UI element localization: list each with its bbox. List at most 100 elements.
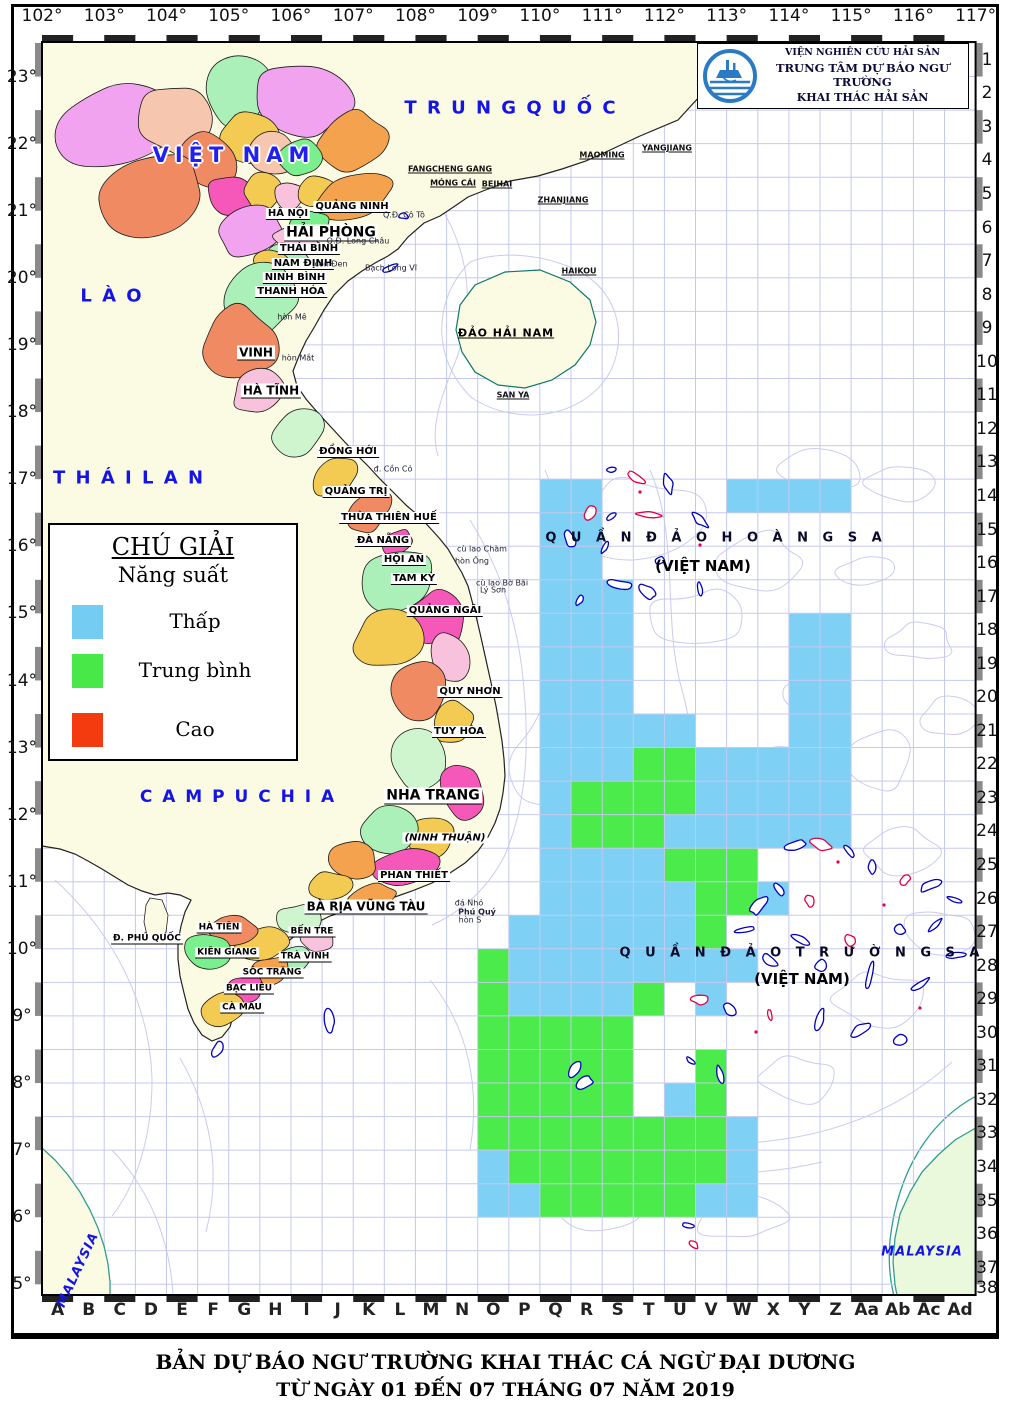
forecast-cell-low bbox=[788, 747, 821, 782]
forecast-cell-medium bbox=[633, 747, 665, 782]
forecast-cell-low bbox=[820, 613, 852, 647]
island-label: cù lao Chàm bbox=[457, 544, 507, 554]
forecast-cell-low bbox=[633, 948, 665, 983]
forecast-cell-medium bbox=[571, 1150, 603, 1184]
row-label: 27 bbox=[976, 922, 998, 943]
col-label: Q bbox=[548, 1300, 563, 1320]
col-label: T bbox=[643, 1300, 655, 1320]
reef-icon bbox=[804, 894, 815, 908]
reef-icon bbox=[654, 555, 666, 565]
col-label: Ad bbox=[947, 1300, 973, 1320]
row-label: 9 bbox=[981, 318, 993, 339]
city-label: FANGCHENG GANG bbox=[407, 164, 493, 174]
forecast-cell-medium bbox=[571, 1083, 603, 1117]
forecast-cell-medium bbox=[602, 1183, 634, 1218]
forecast-cell-low bbox=[664, 915, 696, 949]
province-label: TAM KỲ bbox=[390, 573, 438, 585]
forecast-cell-low bbox=[602, 714, 634, 748]
sea-feature-label: (VIỆT NAM) bbox=[754, 970, 850, 988]
forecast-cell-low bbox=[726, 1150, 758, 1184]
forecast-cell-low bbox=[602, 747, 634, 782]
reef-icon bbox=[682, 1222, 695, 1229]
forecast-cell-low bbox=[539, 848, 572, 882]
forecast-cell-low bbox=[539, 680, 572, 714]
forecast-cell-low bbox=[633, 915, 665, 949]
institute-box: VIỆN NGHIÊN CỨU HẢI SẢN TRUNG TÂM DỰ BÁO… bbox=[697, 43, 969, 109]
lon-label: 104° bbox=[145, 6, 187, 26]
col-label: B bbox=[82, 1300, 96, 1320]
forecast-cell-low bbox=[633, 714, 665, 748]
forecast-cell-low bbox=[539, 714, 572, 748]
reef-icon bbox=[606, 579, 633, 591]
reef-icon bbox=[398, 212, 410, 220]
forecast-cell-low bbox=[539, 613, 572, 647]
forecast-cell-low bbox=[508, 915, 540, 949]
lon-label: 107° bbox=[332, 6, 374, 26]
lat-label: 11° bbox=[6, 871, 38, 892]
forecast-cell-medium bbox=[602, 1150, 634, 1184]
province-label: HÀ TĨNH bbox=[240, 383, 302, 399]
forecast-cell-low bbox=[820, 747, 852, 782]
reef-icon bbox=[634, 511, 663, 519]
col-label: N bbox=[454, 1300, 470, 1320]
reef-icon bbox=[716, 1064, 725, 1085]
forecast-cell-low bbox=[539, 814, 572, 849]
lon-label: 102° bbox=[21, 6, 63, 26]
reef-icon bbox=[927, 917, 943, 933]
forecast-cell-low bbox=[477, 1183, 509, 1218]
forecast-cell-low bbox=[508, 982, 540, 1016]
reef-icon bbox=[733, 926, 755, 934]
forecast-cell-low bbox=[539, 881, 572, 916]
province-label: BẠC LIÊU bbox=[223, 983, 275, 995]
row-label: 3 bbox=[981, 116, 993, 137]
col-label: P bbox=[518, 1300, 531, 1320]
forecast-cell-medium bbox=[508, 1049, 540, 1084]
city-label: BEIHAI bbox=[481, 179, 513, 189]
reef-icon bbox=[605, 466, 617, 473]
forecast-cell-low bbox=[602, 613, 634, 647]
reef-icon bbox=[563, 529, 577, 548]
col-label: L bbox=[394, 1300, 406, 1320]
row-label: 14 bbox=[976, 485, 998, 506]
reef-icon bbox=[689, 994, 709, 1006]
province-label: CÀ MAU bbox=[220, 1002, 264, 1014]
reef-icon bbox=[662, 472, 674, 496]
forecast-cell-low bbox=[695, 747, 727, 782]
row-label: 16 bbox=[976, 553, 998, 574]
lon-label: 108° bbox=[394, 6, 436, 26]
province-label: KIÊN GIANG bbox=[195, 947, 259, 959]
forecast-cell-low bbox=[571, 948, 603, 983]
lat-label: 16° bbox=[6, 536, 38, 557]
forecast-cell-low bbox=[788, 680, 821, 714]
reef-icon bbox=[945, 951, 967, 960]
forecast-cell-low bbox=[726, 1183, 758, 1218]
forecast-cell-medium bbox=[602, 1015, 634, 1050]
lat-label: 22° bbox=[6, 133, 38, 154]
reef-icon bbox=[600, 540, 610, 555]
country-label: VIỆT NAM bbox=[152, 143, 316, 167]
lon-label: 110° bbox=[519, 6, 561, 26]
reef-icon bbox=[210, 1040, 224, 1058]
island-label: Phú Quý bbox=[458, 907, 496, 917]
city-label: MAOMING bbox=[579, 150, 625, 160]
island-label: Bạch Long Vĩ bbox=[365, 263, 417, 273]
province-label: BẾN TRE bbox=[288, 926, 336, 938]
forecast-cell-low bbox=[508, 1183, 540, 1218]
forecast-cell-low bbox=[757, 781, 789, 815]
lat-label: 13° bbox=[6, 737, 38, 758]
reef-icon bbox=[575, 594, 584, 607]
island-label: hòn Mê bbox=[277, 312, 307, 322]
reef-dot-icon bbox=[882, 903, 886, 907]
forecast-cell-medium bbox=[726, 848, 758, 882]
province-label: ĐÀ NẴNG bbox=[354, 535, 412, 547]
forecast-cell-medium bbox=[477, 948, 509, 983]
forecast-cell-low bbox=[571, 881, 603, 916]
country-label: C A M P U C H I A bbox=[139, 787, 337, 807]
island-label: hòn Ông bbox=[454, 556, 490, 566]
forecast-cell-low bbox=[788, 781, 821, 815]
province-label: Đ. PHÚ QUỐC bbox=[111, 933, 183, 945]
province-label: (NINH THUẬN) bbox=[402, 832, 488, 844]
forecast-cell-low bbox=[820, 714, 852, 748]
forecast-cell-medium bbox=[571, 1116, 603, 1151]
lat-label: 17° bbox=[6, 469, 38, 490]
